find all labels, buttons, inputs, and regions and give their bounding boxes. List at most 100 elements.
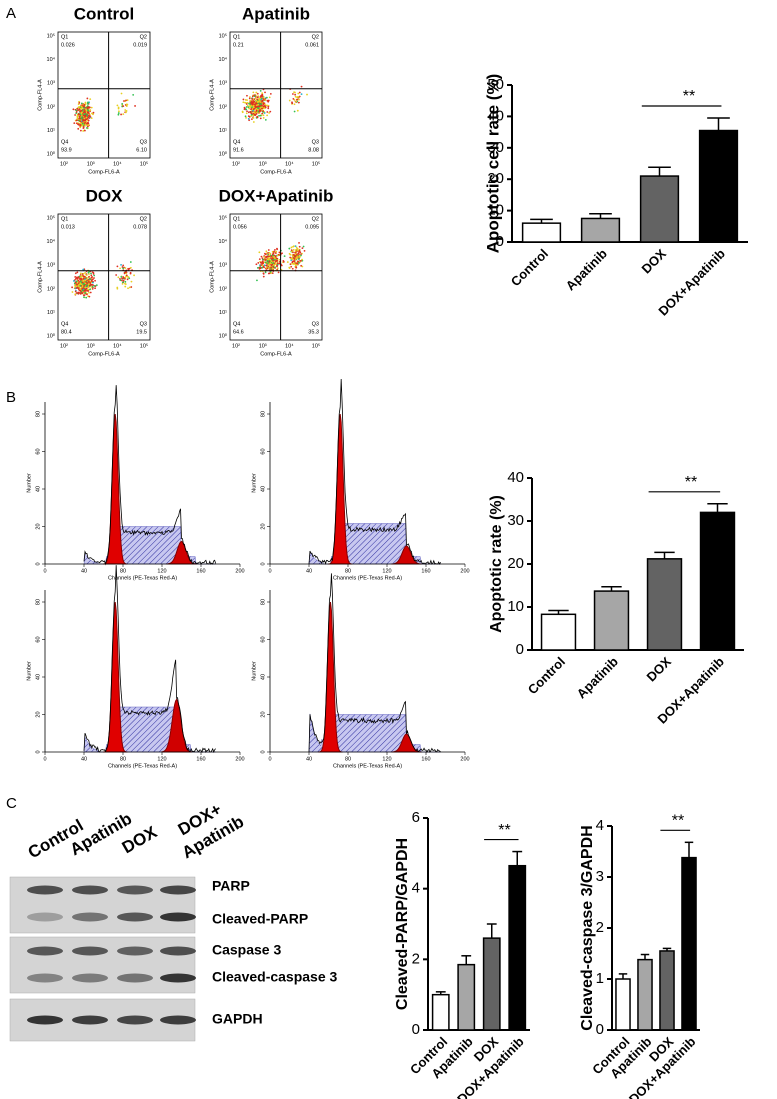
dot [245,108,248,111]
dot [79,120,82,123]
y-tick-label: 10² [219,286,227,292]
quadrant-value: 0.078 [133,224,147,230]
band [72,973,108,983]
dot [73,122,76,125]
dot [86,293,88,296]
dot [124,280,127,283]
dot [74,272,77,275]
y-tick-label: 20 [35,711,41,717]
band [27,946,63,956]
dot [248,105,251,108]
dot [290,246,293,249]
dot [274,266,276,269]
dot [261,94,264,97]
dot [243,108,246,111]
dots [72,92,136,132]
x-tick-label: 80 [120,756,126,762]
y-axis-label: Number [251,661,257,681]
dot [122,276,125,278]
y-tick-label: 2 [412,950,420,967]
dot [125,111,127,114]
panel-label: B [6,389,16,406]
y-tick-label: 20 [35,523,41,529]
dot [246,110,248,113]
y-tick-label: 10⁴ [219,238,228,245]
dot [297,95,300,98]
dot [276,257,279,260]
dot [303,249,306,252]
dot [268,251,271,254]
dot [94,279,96,282]
quadrant-value: 0.026 [61,42,75,48]
y-tick-label: 10 [487,202,504,219]
dot [245,103,248,105]
y-tick-label: 80 [260,599,266,605]
x-axis-label: Channels (PE-Texas Red-A) [108,763,177,769]
y-tick-label: 40 [260,674,266,680]
y-tick-label: 30 [487,139,504,156]
y-tick-label: 40 [260,486,266,492]
dot [74,285,77,288]
y-tick-label: 10¹ [47,310,55,316]
dot [251,106,253,109]
quadrant-value: 0.019 [133,42,147,48]
band [160,1015,196,1025]
dot [291,101,293,104]
dot [256,105,259,108]
dot [134,105,136,107]
dot [83,129,86,132]
dot [296,253,298,256]
dot [282,260,285,263]
dot [254,113,256,116]
dot [288,99,291,102]
dot [79,272,82,275]
y-axis-label: Number [26,661,32,681]
quadrant-name: Q2 [140,34,147,40]
y-tick-label: 0 [596,1021,604,1038]
quadrant-name: Q4 [233,321,240,327]
x-axis-label: Channels (PE-Texas Red-A) [108,575,177,581]
dot [122,279,125,282]
y-axis-label: Number [26,473,32,493]
dot [127,267,130,270]
dot [251,98,254,100]
dot [89,283,92,286]
y-axis-label: Apoptotic rate (%) [488,495,505,633]
dot [258,251,261,254]
dot [95,284,98,287]
y-tick-label: 3 [596,868,604,885]
dot [261,95,263,98]
dot [261,262,264,265]
x-tick-label: 80 [345,568,351,574]
x-tick-label: 200 [235,568,244,574]
dot [297,262,300,264]
y-tick-label: 0 [35,750,41,753]
dot [83,285,85,287]
band [160,973,196,983]
quadrant-name: Q3 [312,321,319,327]
y-tick-label: 0 [35,562,41,565]
dot [294,253,297,256]
dot [76,115,79,118]
quadrant-value: 64.6 [233,329,244,335]
dot [300,93,303,96]
dot [262,272,265,275]
plot-frame [229,31,323,159]
dot [119,277,121,280]
y-tick-label: 80 [260,411,266,417]
dot [86,97,89,100]
bar [521,222,562,243]
panel-label: A [6,5,16,22]
dot [264,99,267,101]
dot [296,262,299,265]
band [117,1015,153,1025]
y-tick-label: 2 [596,919,604,936]
dot [286,261,289,263]
y-tick-label: 10¹ [219,310,227,316]
dot [293,110,296,113]
quadrant-name: Q4 [61,321,68,327]
dot [87,290,90,292]
dot [82,283,85,285]
dot [259,89,262,92]
dot [267,105,270,108]
